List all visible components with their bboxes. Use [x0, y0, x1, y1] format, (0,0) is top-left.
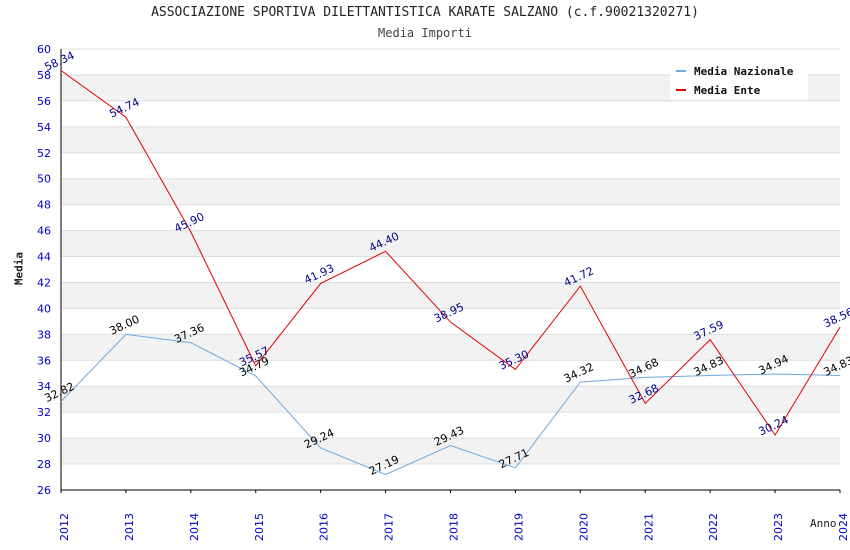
x-tick-label: 2022 — [707, 513, 720, 541]
grid-band — [61, 386, 840, 413]
y-tick-label: 30 — [37, 432, 51, 445]
y-tick-label: 58 — [37, 69, 51, 82]
legend-item-nazionale: Media Nazionale — [676, 63, 793, 79]
y-tick-label: 48 — [37, 199, 51, 212]
y-tick-label: 46 — [37, 225, 51, 238]
x-tick-label: 2023 — [772, 513, 785, 541]
legend-swatch-nazionale — [676, 70, 686, 72]
legend-item-ente: Media Ente — [676, 82, 760, 98]
legend-swatch-ente — [676, 89, 686, 91]
x-tick-label: 2016 — [318, 513, 331, 541]
y-tick-label: 28 — [37, 458, 51, 471]
y-tick-label: 60 — [37, 43, 51, 56]
grid-band — [61, 282, 840, 309]
chart-subtitle: Media Importi — [378, 26, 472, 40]
legend-label-ente: Media Ente — [694, 83, 761, 97]
y-tick-label: 26 — [37, 484, 51, 497]
x-axis-label: Anno — [810, 517, 837, 530]
y-tick-label: 32 — [37, 406, 51, 419]
grid-band — [61, 178, 840, 205]
x-tick-label: 2020 — [577, 513, 590, 541]
x-tick-label: 2021 — [642, 513, 655, 541]
legend-label-nazionale: Media Nazionale — [694, 64, 794, 78]
y-tick-label: 52 — [37, 147, 51, 160]
y-tick-label: 38 — [37, 328, 51, 341]
x-tick-label: 2017 — [383, 513, 396, 541]
y-tick-label: 56 — [37, 95, 51, 108]
series-line-ente — [60, 70, 841, 436]
series-line-nazionale — [60, 333, 841, 476]
y-tick-label: 50 — [37, 173, 51, 186]
x-tick-label: 2015 — [253, 513, 266, 541]
grid-band — [61, 334, 840, 361]
x-tick-label: 2018 — [448, 513, 461, 541]
x-tick-label: 2024 — [837, 513, 850, 541]
legend: Media Nazionale Media Ente — [670, 58, 808, 100]
y-tick-label: 44 — [37, 251, 51, 264]
x-tick-label: 2013 — [123, 513, 136, 541]
x-tick-label: 2019 — [512, 513, 525, 541]
y-tick-label: 40 — [37, 302, 51, 315]
y-tick-label: 36 — [37, 354, 51, 367]
x-tick-label: 2012 — [58, 513, 71, 541]
y-tick-label: 54 — [37, 121, 51, 134]
data-label-ente: 38.56 — [821, 305, 850, 330]
grid-band — [61, 230, 840, 257]
x-tick-label: 2014 — [188, 513, 201, 541]
data-label-ente: 30.24 — [757, 413, 791, 438]
y-tick-label: 42 — [37, 276, 51, 289]
y-tick-label: 34 — [37, 380, 51, 393]
grid-band — [61, 438, 840, 465]
chart-title: ASSOCIAZIONE SPORTIVA DILETTANTISTICA KA… — [151, 5, 699, 20]
grid-band — [61, 126, 840, 153]
